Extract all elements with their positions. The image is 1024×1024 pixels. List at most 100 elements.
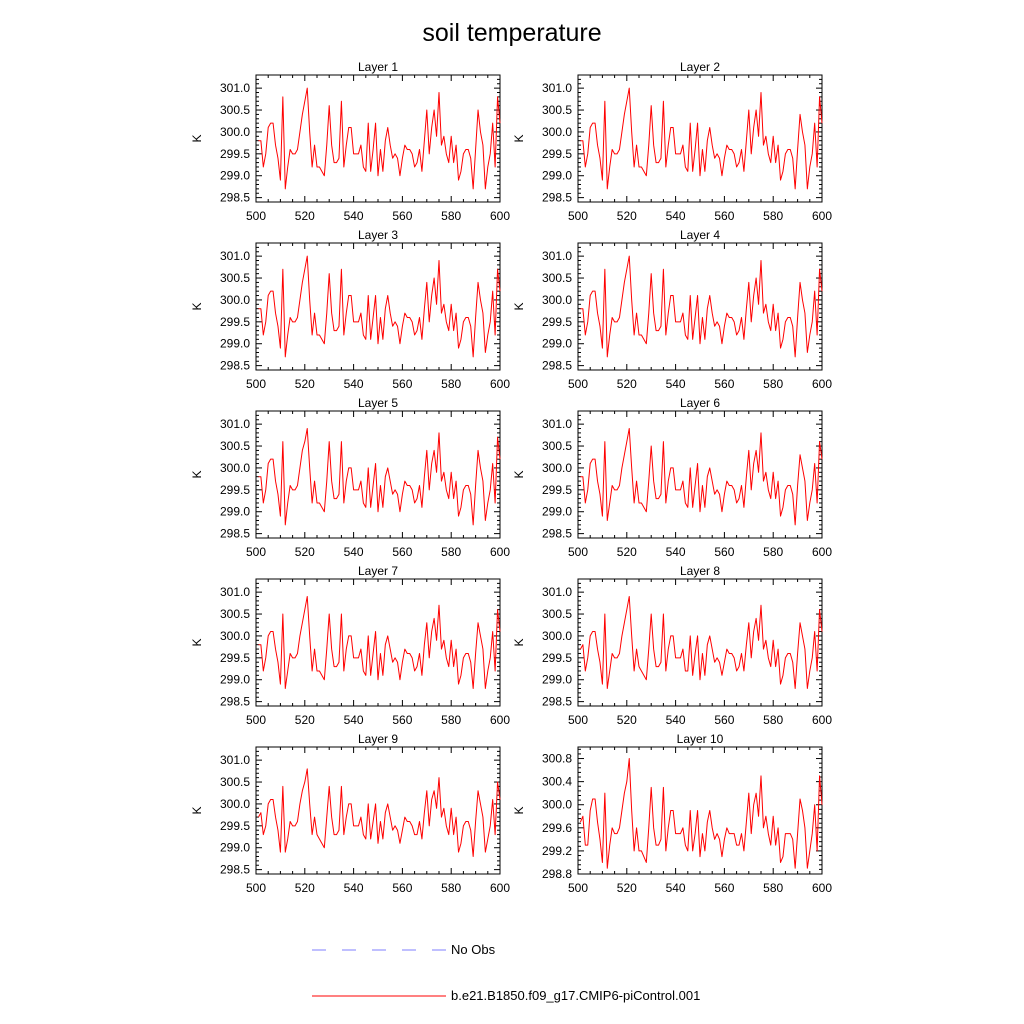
panel-layer-3: Layer 3 500 520 540 560 580 600 298.5 299.0 299.5… bbox=[190, 228, 510, 391]
x-tick-label: 560 bbox=[392, 545, 412, 559]
y-tick-label: 300.0 bbox=[220, 461, 250, 475]
y-tick-label: 301.0 bbox=[220, 753, 250, 767]
x-tick-label: 560 bbox=[392, 881, 412, 895]
figure-title: soil temperature bbox=[422, 19, 601, 47]
panel-title: Layer 4 bbox=[680, 228, 720, 242]
y-tick-label: 298.5 bbox=[220, 527, 250, 541]
x-tick-label: 580 bbox=[441, 545, 461, 559]
x-tick-label: 500 bbox=[246, 881, 266, 895]
x-tick-label: 600 bbox=[490, 377, 510, 391]
y-tick-label: 298.5 bbox=[542, 527, 572, 541]
y-tick-label: 301.0 bbox=[220, 81, 250, 95]
y-axis-label: K bbox=[190, 470, 204, 478]
x-tick-label: 540 bbox=[666, 545, 686, 559]
x-tick-label: 520 bbox=[295, 209, 315, 223]
y-tick-label: 300.0 bbox=[220, 293, 250, 307]
y-axis-label: K bbox=[512, 134, 526, 142]
y-tick-label: 300.4 bbox=[542, 775, 572, 789]
y-tick-label: 299.0 bbox=[542, 169, 572, 183]
y-tick-label: 299.5 bbox=[220, 819, 250, 833]
plot-frame bbox=[255, 410, 501, 539]
x-tick-label: 500 bbox=[246, 713, 266, 727]
panels: Layer 1 500 520 540 560 580 600 298.5 299.0 299.5… bbox=[190, 60, 832, 895]
x-tick-label: 560 bbox=[714, 713, 734, 727]
y-tick-label: 301.0 bbox=[542, 81, 572, 95]
x-tick-label: 520 bbox=[295, 545, 315, 559]
series-line bbox=[258, 428, 501, 526]
y-tick-label: 298.5 bbox=[542, 191, 572, 205]
panel-layer-5: Layer 5 500 520 540 560 580 600 298.5 299.0 299.5… bbox=[190, 396, 510, 559]
y-tick-label: 301.0 bbox=[220, 249, 250, 263]
y-axis-label: K bbox=[190, 302, 204, 310]
panel-layer-7: Layer 7 500 520 540 560 580 600 298.5 299.0 299.5… bbox=[190, 564, 510, 727]
legend: No Obs b.e21.B1850.f09_g17.CMIP6-piContr… bbox=[312, 942, 700, 1003]
y-tick-label: 300.5 bbox=[220, 439, 250, 453]
x-tick-label: 500 bbox=[568, 881, 588, 895]
panel-layer-10: Layer 10 500 520 540 560 580 600 298.8 299.2 299.… bbox=[512, 732, 832, 895]
y-tick-label: 300.5 bbox=[542, 607, 572, 621]
legend-model-label: b.e21.B1850.f09_g17.CMIP6-piControl.001 bbox=[451, 988, 700, 1003]
y-axis-label: K bbox=[512, 638, 526, 646]
x-tick-label: 540 bbox=[666, 713, 686, 727]
x-tick-label: 520 bbox=[617, 545, 637, 559]
y-tick-label: 300.5 bbox=[220, 775, 250, 789]
y-tick-label: 298.5 bbox=[542, 359, 572, 373]
plot-frame bbox=[255, 578, 501, 707]
y-tick-label: 299.0 bbox=[220, 337, 250, 351]
y-tick-label: 299.0 bbox=[220, 841, 250, 855]
x-tick-label: 600 bbox=[812, 881, 832, 895]
y-tick-label: 299.0 bbox=[542, 505, 572, 519]
panel-layer-8: Layer 8 500 520 540 560 580 600 298.5 299.0 299.5… bbox=[512, 564, 832, 727]
y-tick-label: 299.0 bbox=[220, 169, 250, 183]
x-tick-label: 580 bbox=[441, 713, 461, 727]
x-tick-label: 600 bbox=[812, 209, 832, 223]
x-tick-label: 580 bbox=[763, 545, 783, 559]
x-tick-label: 500 bbox=[246, 545, 266, 559]
series-line bbox=[258, 255, 501, 358]
y-tick-label: 300.5 bbox=[542, 271, 572, 285]
y-tick-label: 300.0 bbox=[542, 629, 572, 643]
x-tick-label: 520 bbox=[617, 377, 637, 391]
y-tick-label: 299.0 bbox=[542, 337, 572, 351]
y-tick-label: 299.2 bbox=[542, 844, 572, 858]
y-tick-label: 299.6 bbox=[542, 821, 572, 835]
panel-title: Layer 1 bbox=[358, 60, 398, 74]
panel-layer-1: Layer 1 500 520 540 560 580 600 298.5 299.0 299.5… bbox=[190, 60, 510, 223]
panel-title: Layer 3 bbox=[358, 228, 398, 242]
series-line bbox=[579, 758, 823, 869]
x-tick-label: 580 bbox=[441, 377, 461, 391]
x-tick-label: 600 bbox=[812, 377, 832, 391]
panel-layer-9: Layer 9 500 520 540 560 580 600 298.5 299.0 299.5… bbox=[190, 732, 510, 895]
y-tick-label: 298.5 bbox=[542, 695, 572, 709]
x-tick-label: 540 bbox=[344, 713, 364, 727]
x-tick-label: 560 bbox=[392, 713, 412, 727]
panel-title: Layer 2 bbox=[680, 60, 720, 74]
y-tick-label: 301.0 bbox=[220, 417, 250, 431]
y-tick-label: 300.0 bbox=[542, 461, 572, 475]
x-tick-label: 560 bbox=[714, 545, 734, 559]
legend-no-obs-label: No Obs bbox=[451, 942, 496, 957]
y-tick-label: 300.5 bbox=[220, 271, 250, 285]
panel-title: Layer 10 bbox=[677, 732, 724, 746]
x-tick-label: 580 bbox=[763, 881, 783, 895]
y-axis-label: K bbox=[512, 302, 526, 310]
y-tick-label: 300.5 bbox=[220, 103, 250, 117]
y-tick-label: 301.0 bbox=[220, 585, 250, 599]
y-tick-label: 298.5 bbox=[220, 191, 250, 205]
y-tick-label: 299.5 bbox=[220, 483, 250, 497]
x-tick-label: 520 bbox=[617, 713, 637, 727]
y-tick-label: 300.0 bbox=[220, 797, 250, 811]
series-line bbox=[258, 768, 501, 857]
y-tick-label: 300.0 bbox=[542, 125, 572, 139]
plot-frame bbox=[577, 410, 823, 539]
x-tick-label: 560 bbox=[392, 209, 412, 223]
y-tick-label: 298.5 bbox=[220, 695, 250, 709]
x-tick-label: 580 bbox=[441, 881, 461, 895]
x-tick-label: 600 bbox=[490, 209, 510, 223]
x-tick-label: 540 bbox=[344, 209, 364, 223]
panel-layer-6: Layer 6 500 520 540 560 580 600 298.5 299.0 299.5… bbox=[512, 396, 832, 559]
x-tick-label: 520 bbox=[295, 713, 315, 727]
y-tick-label: 298.8 bbox=[542, 867, 572, 881]
x-tick-label: 600 bbox=[812, 545, 832, 559]
